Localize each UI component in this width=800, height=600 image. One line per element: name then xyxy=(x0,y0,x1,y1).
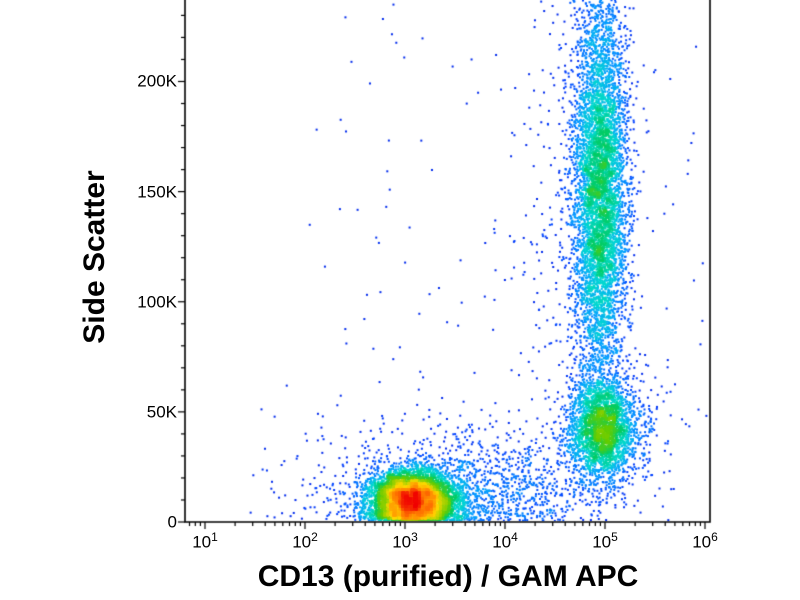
x-axis-label: CD13 (purified) / GAM APC xyxy=(257,560,639,593)
y-tick-label: 0 xyxy=(167,512,177,532)
y-tick-label: 200K xyxy=(137,71,177,91)
x-tick-label: 102 xyxy=(292,530,318,552)
y-axis-label: Side Scatter xyxy=(78,170,111,344)
x-tick-label: 103 xyxy=(392,530,418,552)
y-tick-label: 150K xyxy=(137,182,177,202)
x-tick-label: 106 xyxy=(692,530,718,552)
x-tick-label: 104 xyxy=(492,530,518,552)
x-tick-label: 101 xyxy=(192,530,218,552)
y-tick-label: 50K xyxy=(146,402,177,422)
x-tick-label: 105 xyxy=(592,530,618,552)
y-tick-label: 100K xyxy=(137,292,177,312)
